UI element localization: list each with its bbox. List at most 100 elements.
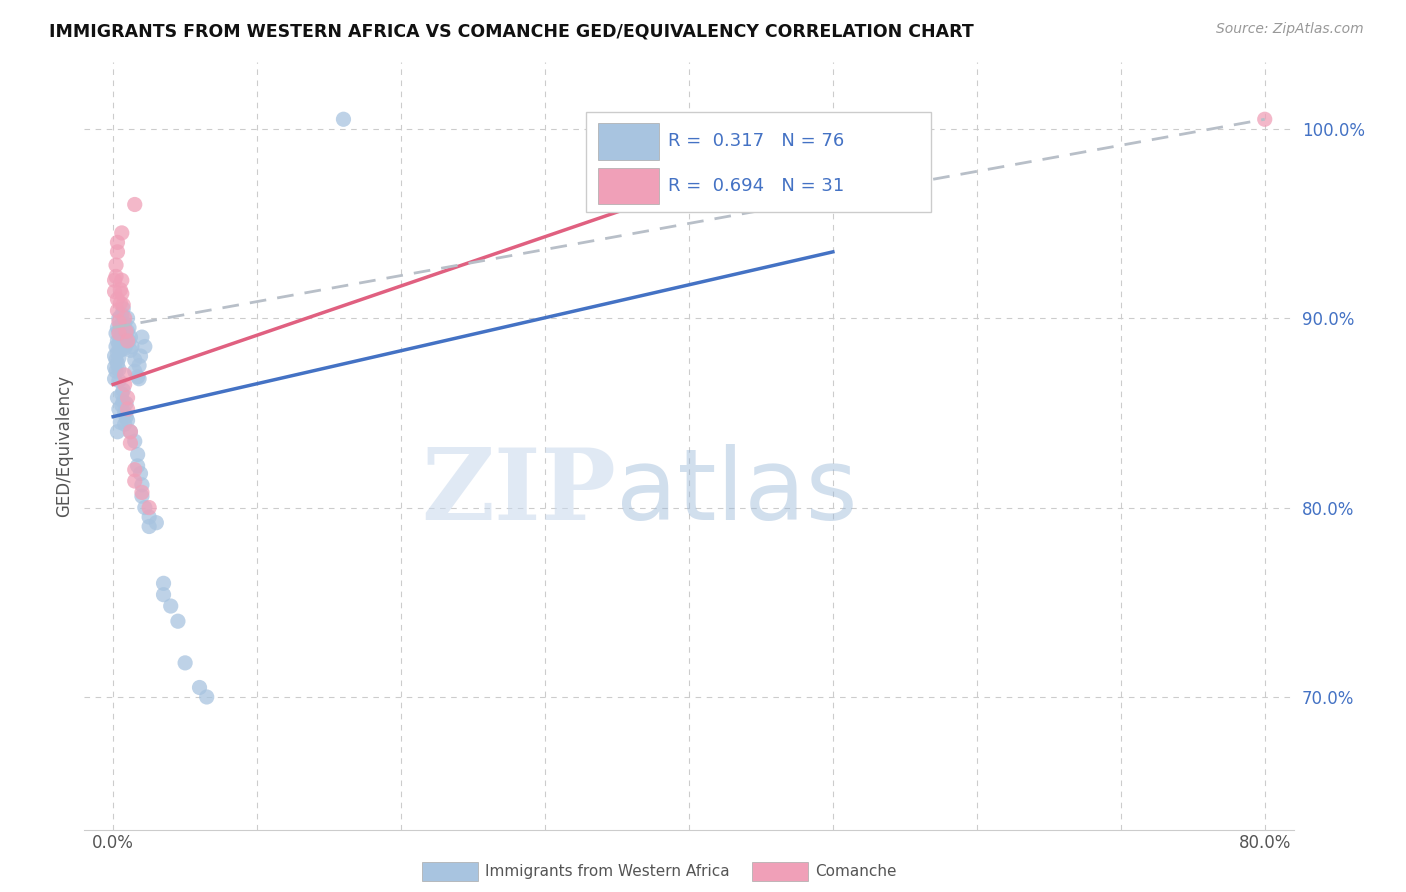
- Point: [117, 413, 139, 427]
- Point: [112, 315, 135, 329]
- Point: [131, 485, 153, 500]
- Point: [104, 273, 127, 287]
- Point: [117, 311, 139, 326]
- Point: [114, 417, 136, 432]
- Point: [120, 330, 142, 344]
- Point: [131, 489, 153, 503]
- Point: [128, 359, 150, 373]
- Point: [111, 398, 134, 412]
- Point: [152, 588, 174, 602]
- Point: [107, 357, 129, 371]
- Point: [124, 197, 146, 211]
- Point: [117, 402, 139, 417]
- Point: [117, 334, 139, 348]
- Point: [110, 343, 132, 358]
- Point: [104, 349, 127, 363]
- Point: [107, 292, 129, 306]
- Point: [111, 334, 134, 348]
- Point: [105, 352, 128, 367]
- Point: [107, 244, 129, 259]
- Point: [105, 326, 128, 341]
- Point: [112, 328, 135, 343]
- Point: [111, 286, 134, 301]
- Point: [111, 307, 134, 321]
- Point: [124, 434, 146, 449]
- Point: [108, 325, 131, 339]
- Point: [104, 360, 127, 375]
- Point: [112, 298, 135, 312]
- Point: [127, 458, 149, 473]
- Point: [105, 364, 128, 378]
- Point: [110, 332, 132, 346]
- Point: [105, 340, 128, 354]
- Point: [131, 478, 153, 492]
- Point: [124, 352, 146, 367]
- Point: [127, 448, 149, 462]
- FancyBboxPatch shape: [599, 168, 659, 204]
- Point: [114, 368, 136, 382]
- Point: [121, 340, 143, 354]
- FancyBboxPatch shape: [586, 112, 931, 212]
- Point: [111, 226, 134, 240]
- Point: [114, 406, 136, 420]
- Point: [145, 516, 167, 530]
- Point: [152, 576, 174, 591]
- Point: [138, 519, 160, 533]
- Point: [105, 258, 128, 272]
- Text: R =  0.317   N = 76: R = 0.317 N = 76: [668, 132, 845, 151]
- Point: [110, 283, 132, 297]
- Point: [110, 296, 132, 310]
- Point: [111, 273, 134, 287]
- Point: [108, 402, 131, 417]
- Point: [332, 112, 354, 127]
- Text: Source: ZipAtlas.com: Source: ZipAtlas.com: [1216, 22, 1364, 37]
- Point: [112, 394, 135, 409]
- Point: [127, 369, 149, 384]
- Point: [120, 425, 142, 439]
- Text: IMMIGRANTS FROM WESTERN AFRICA VS COMANCHE GED/EQUIVALENCY CORRELATION CHART: IMMIGRANTS FROM WESTERN AFRICA VS COMANC…: [49, 22, 974, 40]
- Point: [115, 409, 138, 424]
- Text: Comanche: Comanche: [815, 864, 897, 879]
- Point: [195, 690, 218, 704]
- Point: [138, 510, 160, 524]
- Point: [134, 500, 156, 515]
- Point: [105, 269, 128, 284]
- Point: [108, 351, 131, 365]
- FancyBboxPatch shape: [599, 123, 659, 160]
- Point: [108, 374, 131, 388]
- Point: [124, 463, 146, 477]
- Y-axis label: GED/Equivalency: GED/Equivalency: [55, 375, 73, 517]
- Point: [114, 317, 136, 331]
- Point: [114, 330, 136, 344]
- Point: [117, 391, 139, 405]
- Point: [110, 318, 132, 333]
- Point: [120, 436, 142, 450]
- Point: [110, 415, 132, 429]
- Text: atlas: atlas: [616, 443, 858, 541]
- Point: [108, 326, 131, 341]
- Point: [138, 500, 160, 515]
- Point: [108, 311, 131, 326]
- Point: [749, 317, 772, 331]
- Point: [174, 656, 197, 670]
- Point: [1254, 112, 1277, 127]
- Point: [131, 330, 153, 344]
- Point: [749, 426, 772, 441]
- Point: [111, 320, 134, 334]
- Point: [108, 337, 131, 351]
- Point: [115, 396, 138, 410]
- Point: [107, 391, 129, 405]
- Point: [112, 301, 135, 316]
- Point: [167, 614, 190, 628]
- Point: [188, 681, 211, 695]
- Text: ZIP: ZIP: [422, 443, 616, 541]
- Point: [159, 599, 181, 613]
- Point: [114, 311, 136, 326]
- Point: [115, 337, 138, 351]
- Point: [128, 372, 150, 386]
- Text: R =  0.694   N = 31: R = 0.694 N = 31: [668, 177, 845, 195]
- Point: [134, 340, 156, 354]
- Point: [112, 383, 135, 397]
- Point: [107, 425, 129, 439]
- Point: [115, 325, 138, 339]
